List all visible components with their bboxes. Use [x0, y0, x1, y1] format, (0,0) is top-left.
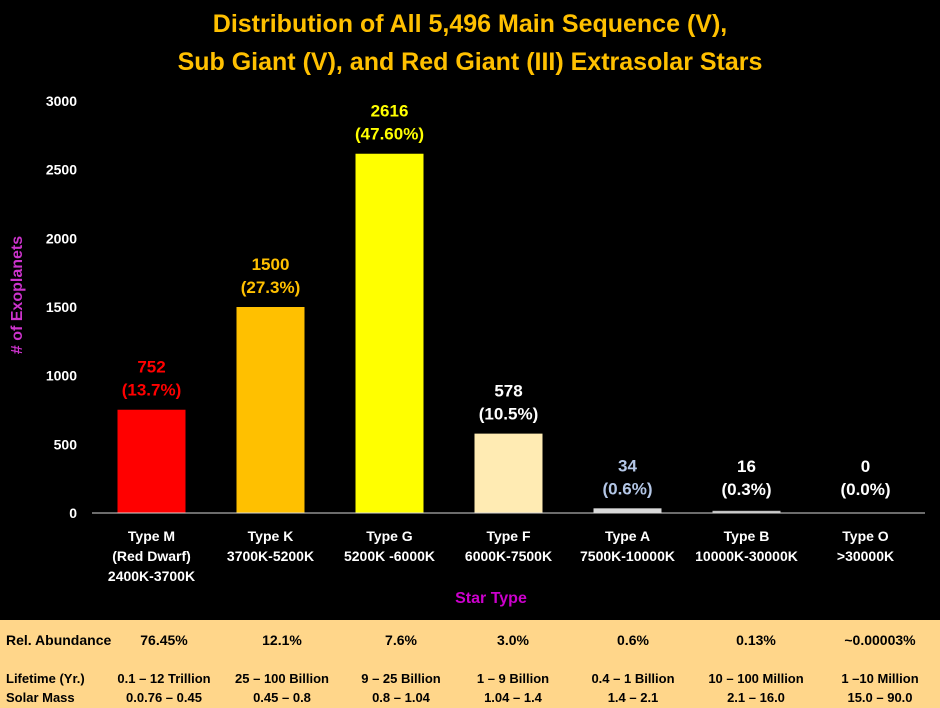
- mass-type-g: 0.8 – 1.04: [372, 690, 430, 705]
- category-label: Type F: [486, 528, 531, 544]
- data-label: 0: [861, 457, 870, 476]
- category-label: Type G: [366, 528, 413, 544]
- category-label: (Red Dwarf): [112, 548, 191, 564]
- y-axis-title: # of Exoplanets: [9, 236, 26, 354]
- category-label: Type O: [842, 528, 889, 544]
- abundance-type-k: 12.1%: [262, 632, 302, 648]
- data-label: 2616: [371, 102, 409, 121]
- abundance-type-o: ~0.00003%: [844, 632, 916, 648]
- mass-type-m: 0.0.76 – 0.45: [126, 690, 202, 705]
- y-tick-label: 3000: [46, 93, 77, 109]
- data-label: 578: [494, 382, 522, 401]
- data-label: 34: [618, 456, 637, 475]
- lifetime-type-b: 10 – 100 Million: [708, 671, 804, 686]
- mass-type-a: 1.4 – 2.1: [607, 690, 659, 705]
- chart-title-line-2: Sub Giant (V), and Red Giant (III) Extra…: [178, 48, 763, 76]
- y-tick-label: 0: [69, 505, 77, 521]
- abundance-type-g: 7.6%: [385, 632, 417, 648]
- abundance-type-f: 3.0%: [497, 632, 529, 648]
- data-label: 752: [137, 358, 165, 377]
- abundance-type-a: 0.6%: [617, 632, 649, 648]
- y-tick-label: 500: [54, 436, 78, 452]
- data-label: (0.6%): [602, 479, 652, 498]
- category-label: 2400K-3700K: [108, 568, 195, 584]
- lifetime-type-o: 1 –10 Million: [841, 671, 919, 686]
- mass-type-b: 2.1 – 16.0: [727, 690, 785, 705]
- data-label: (0.0%): [840, 480, 890, 499]
- category-label: 3700K-5200K: [227, 548, 314, 564]
- mass-type-k: 0.45 – 0.8: [253, 690, 311, 705]
- star-properties-table: Rel. Abundance 76.45% 12.1% 7.6% 3.0% 0.…: [0, 620, 940, 708]
- chart-title-line-1: Distribution of All 5,496 Main Sequence …: [213, 10, 727, 38]
- bar: [593, 508, 662, 513]
- y-tick-label: 2000: [46, 230, 77, 246]
- data-label: (10.5%): [479, 405, 539, 424]
- category-label: 5200K -6000K: [344, 548, 435, 564]
- data-label: 16: [737, 457, 756, 476]
- bar: [355, 153, 424, 513]
- category-label: Type M: [128, 528, 175, 544]
- category-label: 7500K-10000K: [580, 548, 675, 564]
- y-tick-label: 2500: [46, 162, 77, 178]
- data-label: (0.3%): [721, 480, 771, 499]
- category-label: 6000K-7500K: [465, 548, 552, 564]
- row-label-abundance: Rel. Abundance: [6, 632, 112, 648]
- y-tick-label: 1000: [46, 368, 77, 384]
- data-label: 1500: [252, 255, 290, 274]
- bar-chart: Distribution of All 5,496 Main Sequence …: [9, 10, 925, 607]
- x-axis-title: Star Type: [455, 590, 527, 607]
- lifetime-type-m: 0.1 – 12 Trillion: [117, 671, 211, 686]
- data-label: (47.60%): [355, 125, 424, 144]
- bar: [117, 409, 186, 513]
- abundance-type-m: 76.45%: [140, 632, 188, 648]
- bar: [712, 510, 781, 513]
- mass-type-o: 15.0 – 90.0: [847, 690, 913, 705]
- data-label: (27.3%): [241, 278, 301, 297]
- lifetime-type-k: 25 – 100 Billion: [235, 671, 329, 686]
- category-label: Type B: [724, 528, 770, 544]
- category-label: 10000K-30000K: [695, 548, 798, 564]
- row-label-solar-mass: Solar Mass: [6, 690, 75, 705]
- row-label-lifetime: Lifetime (Yr.): [6, 671, 85, 686]
- abundance-type-b: 0.13%: [736, 632, 776, 648]
- category-label: Type A: [605, 528, 650, 544]
- mass-type-f: 1.04 – 1.4: [484, 690, 542, 705]
- lifetime-type-g: 9 – 25 Billion: [361, 671, 441, 686]
- bar: [474, 433, 543, 513]
- data-label: (13.7%): [122, 381, 182, 400]
- lifetime-type-f: 1 – 9 Billion: [476, 671, 550, 686]
- category-label: Type K: [248, 528, 294, 544]
- category-label: >30000K: [837, 548, 894, 564]
- lifetime-type-a: 0.4 – 1 Billion: [591, 671, 675, 686]
- y-tick-label: 1500: [46, 299, 77, 315]
- bar: [236, 307, 305, 513]
